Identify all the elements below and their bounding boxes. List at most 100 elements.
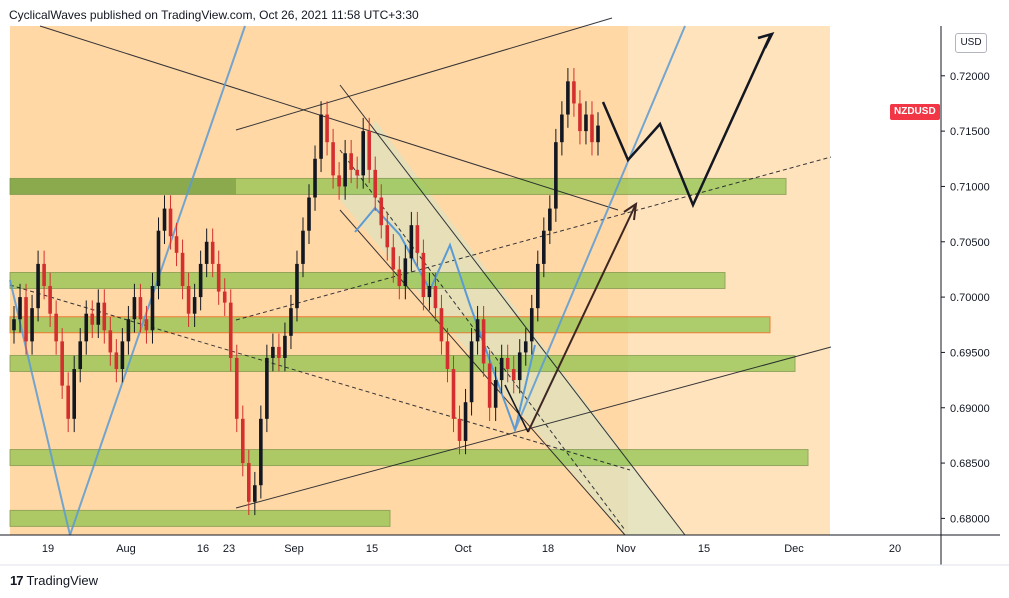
candle-body [493,380,498,408]
candle-body [415,225,420,253]
candle-body [84,313,89,342]
candle-body [198,263,203,298]
trend-line-3 [235,346,832,509]
forecast-zigzag [601,35,772,209]
candle-body [132,297,137,320]
price-tick-label: 0.69000 [950,403,990,415]
candle-body [210,241,215,264]
tradingview-logo-icon[interactable]: 17 [10,572,24,588]
trend-line-6 [235,156,832,321]
candle-body [253,485,257,502]
publish-info: CyclicalWaves published on TradingView.c… [9,8,419,22]
candle-body [475,319,480,342]
projection-arrowhead [623,201,638,221]
candle-body [247,463,251,502]
candle-body [451,369,456,419]
candle-body [367,131,372,170]
candle-body [439,308,444,342]
candle-body [18,297,22,320]
time-tick-label: Dec [784,543,804,555]
trend-line-1 [39,25,619,211]
trend-line-2 [235,17,613,131]
candle-body [174,236,179,253]
candle-body [168,208,173,237]
candle-body [222,291,227,303]
candle-body [108,330,113,353]
candle-body [554,142,558,209]
candle-body [403,258,408,287]
candle-body [120,341,125,370]
candle-body [12,319,16,331]
support-resistance-zones[interactable] [9,177,809,527]
candle-body [72,369,77,419]
candle-body [78,341,83,370]
candle-body [36,263,40,309]
price-tick-label: 0.70500 [950,237,990,249]
time-tick-label: 20 [889,543,901,555]
price-tick-label: 0.72000 [950,71,990,83]
price-axis-panel [941,0,1009,598]
candle-body [325,114,329,143]
candle-body [361,131,365,176]
candle-body [560,114,564,143]
candle-body [271,346,275,358]
price-tick-label: 0.69500 [950,347,990,359]
candle-body [337,175,341,187]
candle-body [150,286,155,331]
price-tick-label: 0.70000 [950,292,990,304]
candle-body [204,241,209,264]
candle-body [523,341,528,353]
candle-body [409,225,414,259]
price-tick-label: 0.68000 [950,513,990,525]
zone-overlap [10,178,236,195]
candle-body [283,335,287,358]
candle-body [259,418,263,486]
candle-body [313,158,317,198]
candle-body [156,230,161,287]
candle-body [391,247,396,270]
candle-body [487,363,492,408]
time-tick-label: 15 [698,543,710,555]
price-projection[interactable] [504,32,775,433]
candle-body [433,286,438,309]
candle-body [240,418,245,464]
candle-body [24,297,28,342]
candle-body [457,418,462,441]
candle-body [505,357,510,370]
candle-body [445,341,450,370]
candle-body [295,263,299,309]
time-tick-label: Sep [284,543,304,555]
trend-line-5 [339,209,626,536]
footer: 17 TradingView [10,572,98,588]
candle-body [427,286,432,298]
candle-body [30,308,34,342]
candle-body [535,263,540,309]
projection-arrow [527,205,636,433]
trend-line-4 [339,84,686,536]
time-tick-label: Aug [116,543,136,555]
symbol-price-badge: NZDUSD [890,104,940,120]
time-tick-label: 23 [223,543,235,555]
brand-name[interactable]: TradingView [26,572,99,588]
candle-body [60,341,64,386]
candle-body [590,114,594,143]
candle-body [66,385,70,419]
candle-body [511,369,516,381]
candle-body [96,302,101,325]
candle-body [319,114,323,159]
candle-body [355,169,359,176]
candle-body [42,263,46,287]
price-tick-label: 0.71000 [950,181,990,193]
candle-body [144,319,149,331]
candle-body [192,297,197,314]
candle-body [186,286,191,314]
candle-body [349,153,353,170]
candle-body [180,252,185,287]
time-tick-label: 16 [197,543,209,555]
support-zone-5 [9,449,809,467]
candle-body [397,269,402,287]
currency-label[interactable]: USD [955,33,987,53]
candle-body [343,153,347,187]
